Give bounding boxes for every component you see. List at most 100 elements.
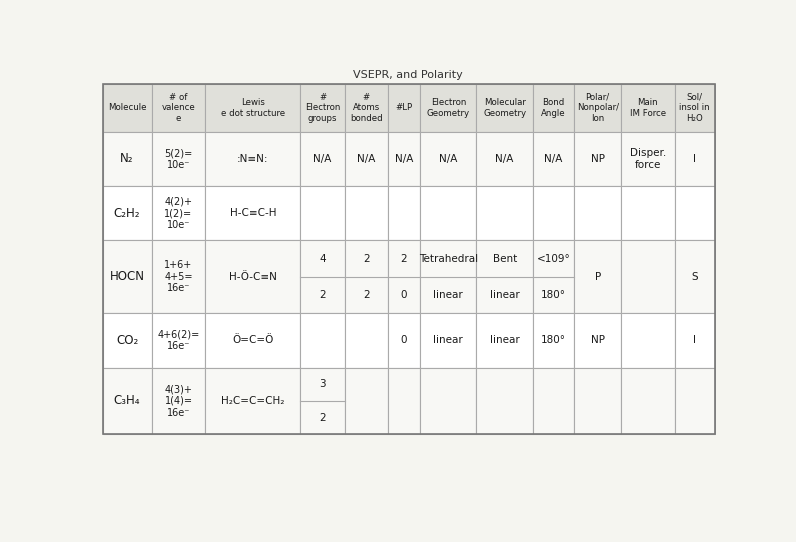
Bar: [575, 84, 621, 132]
Bar: [575, 367, 621, 434]
Text: H₂C=C=CH₂: H₂C=C=CH₂: [221, 396, 284, 406]
Bar: [477, 367, 533, 434]
Text: #
Atoms
bonded: # Atoms bonded: [350, 93, 383, 122]
Text: N/A: N/A: [314, 154, 332, 164]
Text: :N≡N:: :N≡N:: [237, 154, 268, 164]
Bar: [388, 186, 420, 240]
Text: P: P: [595, 272, 601, 282]
Bar: [533, 367, 575, 434]
Text: N/A: N/A: [495, 154, 514, 164]
Text: 180°: 180°: [541, 290, 566, 300]
Text: N/A: N/A: [357, 154, 376, 164]
Text: C₃H₄: C₃H₄: [114, 395, 140, 408]
Text: #LP: #LP: [396, 104, 412, 112]
Bar: [675, 240, 715, 313]
Bar: [477, 186, 533, 240]
Bar: [103, 84, 715, 434]
Text: 2: 2: [319, 290, 326, 300]
Text: 2: 2: [363, 290, 369, 300]
Text: <109°: <109°: [537, 254, 571, 263]
Bar: [533, 84, 575, 132]
Bar: [205, 313, 300, 367]
Text: H-C≡C-H: H-C≡C-H: [229, 208, 276, 218]
Bar: [675, 367, 715, 434]
Text: 180°: 180°: [541, 335, 566, 345]
Text: 1+6+
4+5=
16e⁻: 1+6+ 4+5= 16e⁻: [164, 260, 193, 293]
Text: 4(3)+
1(4)=
16e⁻: 4(3)+ 1(4)= 16e⁻: [165, 384, 193, 417]
Bar: [300, 84, 345, 132]
Text: Ö=C=Ö: Ö=C=Ö: [232, 335, 274, 345]
Text: Bond
Angle: Bond Angle: [541, 98, 566, 118]
Bar: [388, 84, 420, 132]
Text: I: I: [693, 335, 696, 345]
Bar: [477, 240, 533, 313]
Bar: [345, 84, 388, 132]
Text: Bent: Bent: [493, 254, 517, 263]
Bar: [477, 132, 533, 186]
Bar: [388, 313, 420, 367]
Bar: [151, 186, 205, 240]
Bar: [621, 367, 675, 434]
Bar: [151, 132, 205, 186]
Bar: [151, 84, 205, 132]
Text: N₂: N₂: [120, 152, 134, 165]
Bar: [575, 313, 621, 367]
Bar: [533, 132, 575, 186]
Text: 0: 0: [400, 290, 408, 300]
Text: linear: linear: [434, 290, 463, 300]
Text: CO₂: CO₂: [116, 334, 139, 347]
Bar: [205, 132, 300, 186]
Bar: [420, 240, 477, 313]
Text: 2: 2: [363, 254, 369, 263]
Bar: [675, 186, 715, 240]
Bar: [103, 132, 151, 186]
Text: Sol/
insol in
H₂O: Sol/ insol in H₂O: [679, 93, 710, 122]
Bar: [575, 186, 621, 240]
Text: linear: linear: [490, 290, 520, 300]
Bar: [300, 132, 345, 186]
Text: Electron
Geometry: Electron Geometry: [427, 98, 470, 118]
Bar: [675, 84, 715, 132]
Bar: [205, 240, 300, 313]
Text: C₂H₂: C₂H₂: [114, 207, 140, 220]
Bar: [477, 84, 533, 132]
Text: linear: linear: [490, 335, 520, 345]
Bar: [205, 186, 300, 240]
Bar: [151, 313, 205, 367]
Text: Tetrahedral: Tetrahedral: [419, 254, 478, 263]
Text: Molecule: Molecule: [107, 104, 146, 112]
Text: Molecular
Geometry: Molecular Geometry: [483, 98, 526, 118]
Bar: [345, 186, 388, 240]
Bar: [533, 186, 575, 240]
Bar: [151, 240, 205, 313]
Text: # of
valence
e: # of valence e: [162, 93, 195, 122]
Text: 3: 3: [319, 379, 326, 389]
Bar: [477, 313, 533, 367]
Bar: [420, 84, 477, 132]
Text: Polar/
Nonpolar/
Ion: Polar/ Nonpolar/ Ion: [576, 93, 618, 122]
Text: NP: NP: [591, 335, 605, 345]
Bar: [621, 132, 675, 186]
Bar: [103, 313, 151, 367]
Bar: [621, 313, 675, 367]
Bar: [621, 186, 675, 240]
Bar: [345, 240, 388, 313]
Bar: [533, 313, 575, 367]
Text: N/A: N/A: [439, 154, 458, 164]
Text: 5(2)=
10e⁻: 5(2)= 10e⁻: [164, 148, 193, 170]
Bar: [300, 313, 345, 367]
Text: Disper.
force: Disper. force: [630, 148, 666, 170]
Bar: [533, 240, 575, 313]
Text: I: I: [693, 154, 696, 164]
Bar: [345, 313, 388, 367]
Bar: [300, 367, 345, 434]
Bar: [621, 84, 675, 132]
Text: #
Electron
groups: # Electron groups: [305, 93, 340, 122]
Bar: [345, 132, 388, 186]
Bar: [151, 367, 205, 434]
Bar: [345, 367, 388, 434]
Bar: [205, 84, 300, 132]
Bar: [103, 84, 151, 132]
Bar: [675, 132, 715, 186]
Bar: [621, 240, 675, 313]
